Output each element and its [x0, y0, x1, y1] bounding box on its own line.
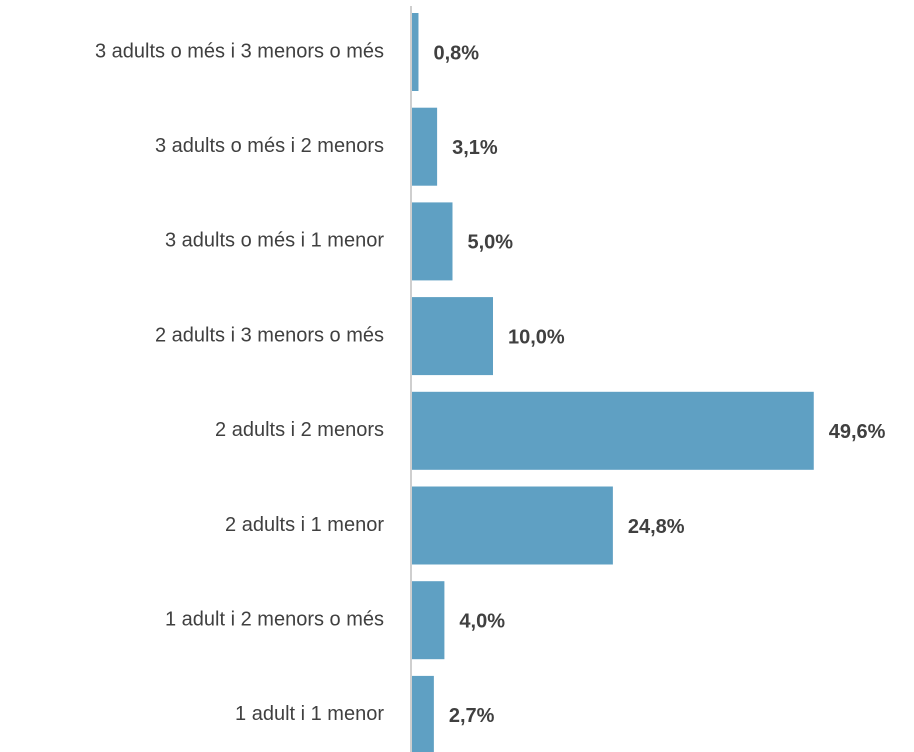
category-label: 1 adult i 2 menors o més — [165, 608, 384, 630]
bar — [412, 581, 445, 660]
category-label: 2 adults i 1 menor — [225, 514, 384, 536]
data-label: 5,0% — [468, 232, 514, 254]
category-label: 3 adults o més i 2 menors — [155, 135, 384, 157]
bar — [412, 391, 814, 470]
category-label: 3 adults o més i 1 menor — [165, 230, 384, 252]
data-label: 49,6% — [829, 421, 886, 443]
bar — [412, 297, 493, 376]
bar — [412, 675, 434, 752]
bar — [412, 202, 453, 281]
data-label: 2,7% — [449, 705, 495, 727]
data-label: 24,8% — [628, 516, 685, 538]
category-label: 2 adults i 2 menors — [215, 419, 384, 441]
data-label: 4,0% — [459, 610, 505, 632]
bar — [412, 107, 438, 186]
category-label: 1 adult i 1 menor — [235, 703, 384, 725]
data-label: 10,0% — [508, 326, 565, 348]
data-label: 0,8% — [433, 42, 479, 64]
bar — [412, 486, 613, 565]
data-label: 3,1% — [452, 137, 498, 159]
bar — [412, 13, 419, 91]
category-label: 2 adults i 3 menors o més — [155, 324, 384, 346]
category-label: 3 adults o més i 3 menors o més — [95, 40, 384, 62]
